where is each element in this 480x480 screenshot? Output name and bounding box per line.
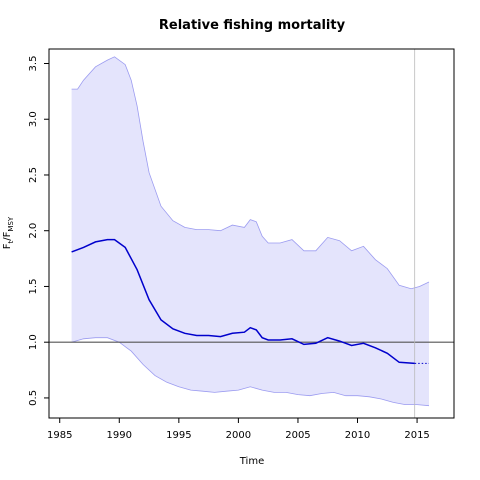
estimate-lines bbox=[71, 238, 429, 365]
x-axis-title: Time bbox=[239, 456, 264, 467]
x-tick-label: 2010 bbox=[345, 430, 370, 441]
x-tick-label: 1990 bbox=[107, 430, 132, 441]
estimate-line bbox=[71, 238, 415, 365]
confidence-band bbox=[71, 56, 430, 407]
y-tick-label: 3.0 bbox=[28, 111, 39, 127]
y-axis-title: Ft/FMSY bbox=[2, 216, 15, 249]
x-tick-label: 2000 bbox=[226, 430, 251, 441]
x-tick-label: 1995 bbox=[166, 430, 191, 441]
y-tick-label: 2.0 bbox=[28, 223, 39, 239]
chart-title: Relative fishing mortality bbox=[159, 18, 346, 33]
plot-frame bbox=[48, 48, 455, 419]
y-tick-label: 2.5 bbox=[28, 167, 39, 183]
x-tick-label: 1985 bbox=[47, 430, 72, 441]
y-tick-label: 1.0 bbox=[28, 334, 39, 350]
reference-lines bbox=[49, 49, 454, 418]
y-tick-label: 0.5 bbox=[28, 390, 39, 406]
lower-bound-line bbox=[71, 337, 430, 407]
x-tick-label: 2015 bbox=[404, 430, 429, 441]
y-axis: 0.5 1.0 1.5 2.0 2.5 3.0 3.5 bbox=[28, 56, 49, 406]
x-axis: 1985 1990 1995 2000 2005 2010 2015 bbox=[47, 418, 430, 441]
x-tick-label: 2005 bbox=[285, 430, 310, 441]
y-tick-label: 3.5 bbox=[28, 56, 39, 72]
confidence-band-fill bbox=[71, 56, 429, 406]
y-tick-label: 1.5 bbox=[28, 279, 39, 295]
upper-bound-line bbox=[71, 56, 430, 290]
